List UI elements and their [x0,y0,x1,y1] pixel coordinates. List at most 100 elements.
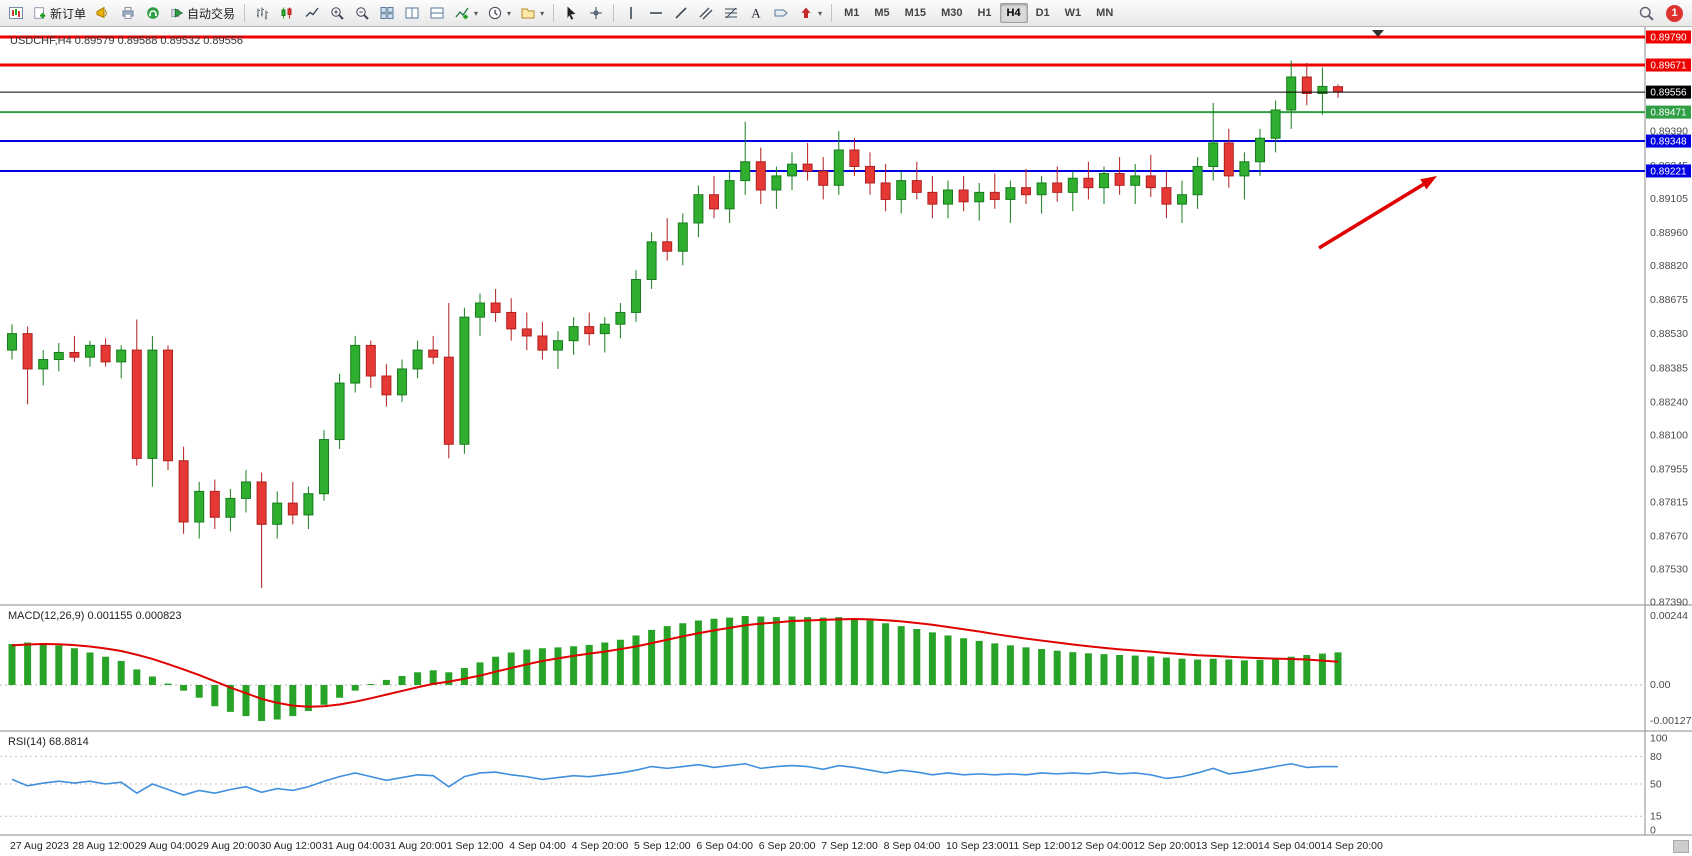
autotrading-play-icon [171,8,184,18]
split-vertical-button[interactable] [400,2,424,24]
vertical-line-icon [630,7,632,19]
timeframe-button-m5[interactable]: M5 [867,3,896,23]
chart-candles-icon [281,7,292,19]
svg-text:0.87390: 0.87390 [1650,597,1688,609]
svg-text:-0.001273: -0.001273 [1650,715,1692,727]
toolbar-separator [244,4,246,22]
svg-text:0.88530: 0.88530 [1650,328,1688,340]
chart-area: 0.893900.892450.891050.889600.888200.886… [0,27,1692,856]
svg-text:0.00: 0.00 [1650,679,1671,691]
dropdown-caret: ▾ [818,8,823,18]
channel-icon [699,7,713,20]
split-horizontal-button[interactable] [425,2,449,24]
megaphone-icon [96,6,107,19]
svg-text:0.87530: 0.87530 [1650,564,1688,576]
macd-pane: MACD(12,26,9) 0.001155 0.000823 0.00244 0.… [0,610,1692,727]
svg-text:6 Sep 04:00: 6 Sep 04:00 [696,840,753,852]
new-order-button[interactable]: 新订单 [29,2,90,24]
macd-label: MACD(12,26,9) 0.001155 0.000823 [8,610,181,622]
svg-text:27 Aug 2023: 27 Aug 2023 [10,840,69,852]
toolbar-separator [613,4,615,22]
split-horizontal-icon [430,7,444,19]
macd-signal-line [11,618,1339,708]
chart-profiles-icon [521,8,535,19]
timeframe-button-m30[interactable]: M30 [934,3,969,23]
price-tag-0.89471: 0.89471 [1646,105,1691,119]
new-order-icon [34,7,46,19]
add-indicator-button[interactable]: ▾ [450,2,482,24]
timeframe-button-m1[interactable]: M1 [837,3,866,23]
svg-text:0.87670: 0.87670 [1650,531,1688,543]
timeframe-button-d1[interactable]: D1 [1029,3,1057,23]
horizontal-line-tool-button[interactable] [644,2,668,24]
print-icon [122,7,134,19]
zoom-out-button[interactable] [350,2,374,24]
svg-text:0.88100: 0.88100 [1650,429,1688,441]
zoom-in-icon [331,7,344,20]
svg-text:14 Sep 04:00: 14 Sep 04:00 [1258,840,1321,852]
timeframe-button-h1[interactable]: H1 [970,3,998,23]
svg-text:0.89105: 0.89105 [1650,193,1688,205]
line-chart-mode-button[interactable] [300,2,324,24]
svg-text:29 Aug 20:00: 29 Aug 20:00 [197,840,259,852]
label-tool-button[interactable] [769,2,793,24]
arrow-tool-icon [801,7,811,18]
dropdown-caret: ▾ [474,8,479,18]
vertical-line-tool-button[interactable] [619,2,643,24]
chart-shift-marker[interactable] [1372,30,1384,37]
chart-canvas[interactable]: 0.893900.892450.891050.889600.888200.886… [0,27,1692,856]
red-arrow-annotation[interactable] [1318,176,1437,250]
tile-windows-button[interactable] [375,2,399,24]
print-button[interactable] [116,2,140,24]
svg-text:A: A [751,6,761,21]
macd-histogram [8,615,1342,721]
fibonacci-tool-button[interactable] [719,2,743,24]
tile-windows-icon [380,7,394,19]
support-button[interactable] [141,2,165,24]
dropdown-caret: ▾ [540,8,545,18]
megaphone-button[interactable] [91,2,115,24]
new-chart-icon [9,7,23,19]
notification-badge[interactable]: 1 [1666,4,1683,22]
new-chart-button[interactable] [4,2,28,24]
crosshair-tool-button[interactable] [584,2,608,24]
rsi-line [11,762,1339,796]
timeframe-group: M1 M5 M15 M30 H1 H4 D1 W1 MN [837,3,1120,23]
toolbar-right: 1 [1634,2,1688,24]
svg-text:1 Sep 12:00: 1 Sep 12:00 [447,840,504,852]
symbol-info-text: USDCHF,H4 0.89579 0.89588 0.89532 0.8955… [10,35,243,47]
svg-text:4 Sep 20:00: 4 Sep 20:00 [572,840,629,852]
zoom-out-icon [356,7,369,20]
timeframe-button-m15[interactable]: M15 [898,3,933,23]
timeframe-button-mn[interactable]: MN [1089,3,1120,23]
text-tool-icon: A [751,6,761,21]
bar-chart-mode-button[interactable] [250,2,274,24]
toolbar: 新订单 自动交易 [0,0,1692,27]
periods-clock-button[interactable]: ▾ [483,2,515,24]
cursor-tool-button[interactable] [559,2,583,24]
trendline-tool-button[interactable] [669,2,693,24]
rsi-pane: RSI(14) 68.8814 100 80 50 15 0 [0,733,1668,837]
svg-text:8 Sep 04:00: 8 Sep 04:00 [884,840,941,852]
svg-text:12 Sep 04:00: 12 Sep 04:00 [1071,840,1134,852]
search-button[interactable] [1634,2,1659,24]
svg-text:0.87815: 0.87815 [1650,496,1688,508]
chart-line-icon [305,7,319,17]
chart-profiles-button[interactable]: ▾ [516,2,548,24]
text-tool-button[interactable]: A [744,2,768,24]
zoom-in-button[interactable] [325,2,349,24]
horizontal-line-icon [650,12,663,14]
timeframe-button-h4[interactable]: H4 [999,3,1028,23]
scrollbar-corner[interactable] [1673,840,1689,853]
split-vertical-icon [405,7,419,19]
channel-tool-button[interactable] [694,2,718,24]
svg-text:5 Sep 12:00: 5 Sep 12:00 [634,840,691,852]
candle-chart-mode-button[interactable] [275,2,299,24]
auto-trading-button[interactable]: 自动交易 [166,2,239,24]
arrows-tool-button[interactable]: ▾ [794,2,826,24]
price-tag-0.89790: 0.89790 [1646,30,1691,44]
svg-text:6 Sep 20:00: 6 Sep 20:00 [759,840,816,852]
price-tag-0.89671: 0.89671 [1646,58,1691,72]
svg-text:13 Sep 12:00: 13 Sep 12:00 [1196,840,1259,852]
timeframe-button-w1[interactable]: W1 [1058,3,1089,23]
